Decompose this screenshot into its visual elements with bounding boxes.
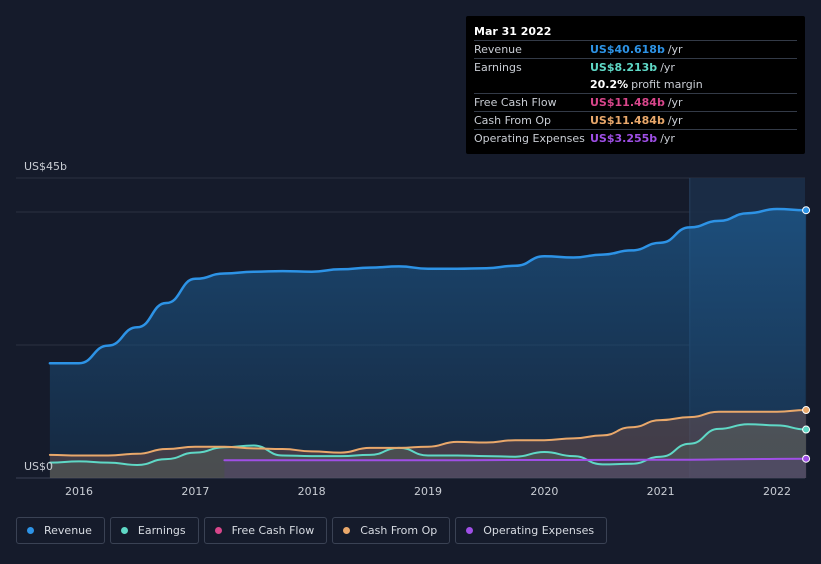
tooltip-row-label: Earnings bbox=[474, 61, 522, 74]
operating-expenses-end-marker bbox=[802, 454, 811, 463]
earnings-line bbox=[48, 423, 808, 466]
tooltip-row-label: Cash From Op bbox=[474, 114, 552, 127]
tooltip-row-label: Free Cash Flow bbox=[474, 96, 557, 109]
operating-expenses-area bbox=[224, 458, 807, 478]
tooltip-row-value: 20.2% bbox=[590, 78, 629, 91]
cash-from-op-line bbox=[48, 409, 808, 457]
y-axis-top-label: US$45b bbox=[24, 160, 67, 173]
legend-dot-icon bbox=[120, 527, 128, 534]
tooltip-row-unit: /yr bbox=[667, 114, 683, 127]
tooltip-row-label: Revenue bbox=[474, 43, 522, 56]
tooltip-row: Earnings US$8.213b/yr bbox=[474, 58, 797, 76]
legend-label: Operating Expenses bbox=[483, 524, 595, 537]
legend-label: Free Cash Flow bbox=[231, 524, 315, 537]
legend-item-revenue[interactable]: Revenue bbox=[16, 517, 105, 544]
x-tick-2017: 2017 bbox=[181, 485, 209, 498]
tooltip-date: Mar 31 2022 bbox=[474, 25, 552, 38]
legend-dot-icon bbox=[466, 527, 474, 534]
tooltip-row-unit: /yr bbox=[667, 43, 683, 56]
x-tick-2018: 2018 bbox=[298, 485, 326, 498]
legend-label: Cash From Op bbox=[360, 524, 438, 537]
legend-dot-icon bbox=[27, 527, 34, 534]
tooltip-row-value: US$40.618b bbox=[590, 43, 665, 56]
legend-item-operating-expenses[interactable]: Operating Expenses bbox=[455, 517, 608, 544]
legend-item-cash-from-op[interactable]: Cash From Op bbox=[332, 517, 451, 544]
tooltip-row: Revenue US$40.618b/yr bbox=[474, 40, 797, 58]
tooltip-row: Operating Expenses US$3.255b/yr bbox=[474, 129, 797, 147]
tooltip-row-label: Operating Expenses bbox=[474, 132, 585, 145]
tooltip-row-value: US$11.484b bbox=[590, 114, 665, 127]
revenue-end-marker bbox=[802, 206, 811, 215]
y-axis-bottom-label: US$0 bbox=[24, 460, 53, 473]
x-tick-2016: 2016 bbox=[65, 485, 93, 498]
legend-item-earnings[interactable]: Earnings bbox=[109, 517, 199, 544]
revenue-area bbox=[49, 209, 807, 478]
tooltip-row: Free Cash Flow US$11.484b/yr bbox=[474, 93, 797, 111]
tooltip-row-value: US$8.213b bbox=[590, 61, 658, 74]
earnings-end-marker bbox=[802, 425, 811, 434]
legend-label: Earnings bbox=[137, 524, 186, 537]
x-tick-2020: 2020 bbox=[530, 485, 558, 498]
tooltip-row-value: US$11.484b bbox=[590, 96, 665, 109]
tooltip-row-unit: /yr bbox=[660, 132, 675, 145]
tooltip-row: 20.2% profit margin bbox=[474, 76, 797, 93]
x-tick-2019: 2019 bbox=[414, 485, 442, 498]
tooltip-row-unit: profit margin bbox=[631, 78, 703, 91]
x-tick-2022: 2022 bbox=[763, 485, 791, 498]
tooltip-row-unit: /yr bbox=[667, 96, 683, 109]
legend-dot-icon bbox=[214, 527, 222, 534]
operating-expenses-line bbox=[223, 457, 808, 462]
legend-item-free-cash-flow[interactable]: Free Cash Flow bbox=[203, 517, 328, 544]
legend-label: Revenue bbox=[44, 524, 92, 537]
revenue-line bbox=[48, 207, 808, 365]
tooltip-panel: Mar 31 2022 Revenue US$40.618b/yr Earnings… bbox=[466, 16, 805, 154]
tooltip-row-label bbox=[474, 76, 590, 93]
legend-dot-icon bbox=[343, 527, 351, 534]
cash-from-op-end-marker bbox=[802, 406, 811, 415]
x-tick-2021: 2021 bbox=[647, 485, 675, 498]
tooltip-row: Cash From Op US$11.484b/yr bbox=[474, 111, 797, 129]
tooltip-row-value: US$3.255b bbox=[590, 132, 658, 145]
tooltip-row-unit: /yr bbox=[660, 61, 675, 74]
legend: Revenue Earnings Free Cash Flow Cash From O… bbox=[16, 517, 612, 544]
